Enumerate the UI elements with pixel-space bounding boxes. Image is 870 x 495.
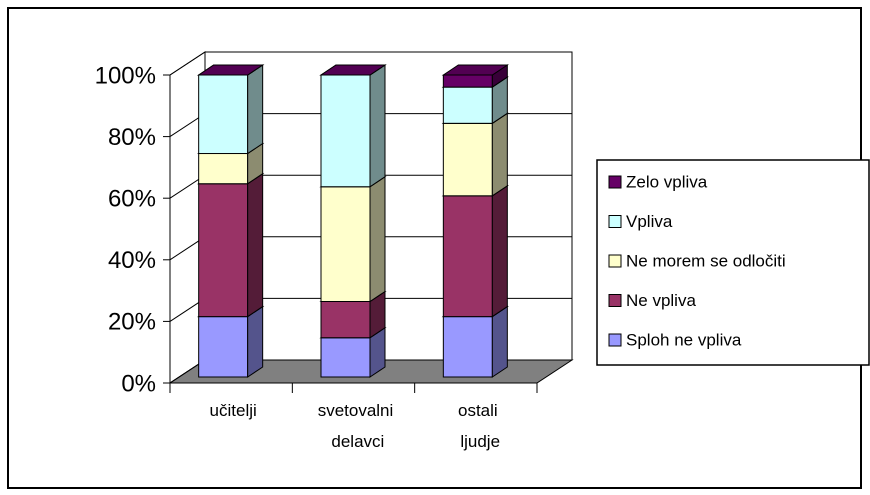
legend-swatch (608, 254, 622, 268)
legend-label: Vpliva (626, 212, 673, 231)
bar-side (491, 112, 508, 197)
plot-area: 0% 20% 40% 60% 80% 100% učitelji svetovalni del… (95, 51, 574, 451)
x-tick-label: svetovalni delavci (318, 401, 394, 451)
bar-segment (442, 316, 493, 378)
bar-segment (198, 74, 249, 155)
legend-swatch (608, 175, 622, 189)
legend-box (596, 159, 870, 366)
y-tick-label: 0% (121, 370, 156, 397)
x-tick-label: ostali ljudje (456, 401, 500, 451)
legend-swatch (608, 333, 622, 347)
bar-segment (442, 74, 493, 88)
x-tick-label: učitelji (210, 401, 257, 420)
bar-side (491, 184, 508, 318)
bar-segment (198, 153, 249, 185)
bar-side (491, 305, 508, 378)
bar-segment (320, 74, 371, 188)
bar-top (319, 64, 387, 76)
bar-segment (198, 316, 249, 378)
y-tick-label: 40% (108, 247, 156, 274)
bar-side (247, 172, 264, 318)
y-tick-label: 100% (95, 62, 156, 89)
bar-segment (198, 183, 249, 318)
bar-segment (442, 86, 493, 124)
legend: Sploh ne vpliva Ne vpliva Ne morem se odlo… (608, 172, 786, 349)
grid-line (169, 51, 572, 76)
bar-side (247, 305, 264, 378)
bar-segment (442, 195, 493, 318)
legend-label: Ne morem se odločiti (626, 251, 786, 270)
legend-label: Sploh ne vpliva (626, 330, 742, 349)
bar-segment (320, 301, 371, 339)
legend-label: Zelo vpliva (626, 172, 708, 191)
bar-segment (320, 337, 371, 378)
legend-swatch (608, 294, 622, 307)
bar-side (247, 64, 264, 155)
bar-top (441, 64, 509, 76)
y-tick-label: 20% (108, 309, 156, 336)
y-tick-label: 80% (108, 124, 156, 151)
bar-segment (320, 186, 371, 303)
legend-swatch (608, 215, 622, 228)
bar-top (197, 64, 265, 76)
bar-side (369, 64, 386, 188)
legend-label: Ne vpliva (626, 291, 696, 310)
bar-side (369, 175, 386, 303)
bar-segment (442, 122, 493, 197)
y-tick-label: 60% (108, 186, 156, 213)
